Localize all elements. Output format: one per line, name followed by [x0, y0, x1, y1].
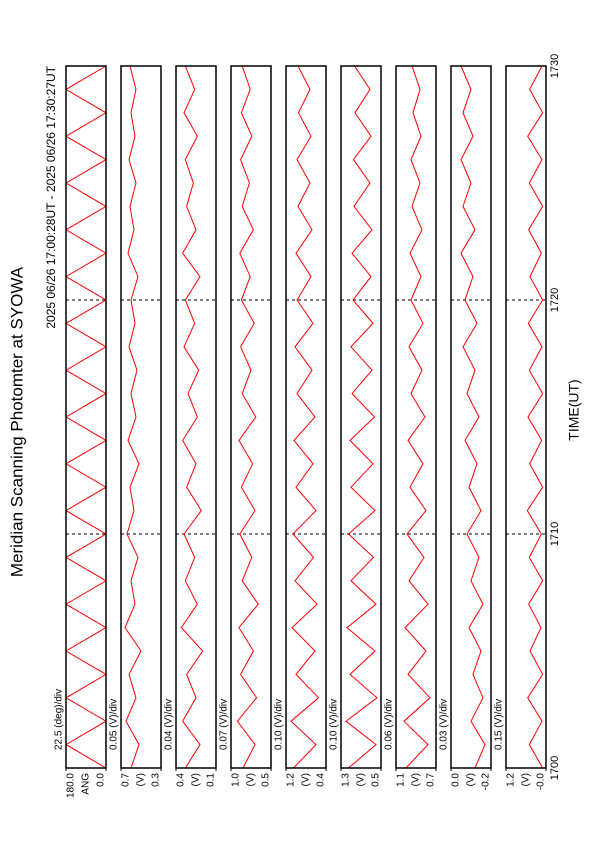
data-line — [526, 65, 544, 769]
scale-label: 22.5 (deg)/div — [54, 689, 65, 750]
scale-label: 0.07 (V)/div — [219, 699, 230, 750]
y-axis-label: (V) — [411, 773, 422, 786]
chart-title: Meridian Scanning Photomter at SYOWA — [7, 266, 26, 577]
data-line — [236, 65, 259, 769]
panel-frame — [505, 65, 547, 769]
panel-frame — [230, 65, 272, 769]
scale-label: 0.06 (V)/div — [384, 699, 395, 750]
data-line — [124, 65, 142, 769]
y-tick-label: 0.7 — [121, 773, 132, 787]
y-tick-label: 0.5 — [371, 773, 382, 787]
x-tick-label: 1720 — [549, 288, 561, 312]
data-line — [65, 65, 107, 769]
panel-frame — [395, 65, 437, 769]
y-tick-label: 0.0 — [96, 773, 107, 787]
y-tick-label: 0.5 — [261, 773, 272, 787]
y-tick-label: 1.1 — [396, 773, 407, 787]
y-tick-label: 0.4 — [316, 773, 327, 787]
panel-frame — [450, 65, 492, 769]
y-tick-label: 180.0 — [66, 773, 77, 798]
panel-frame — [120, 65, 162, 769]
scale-label: 0.15 (V)/div — [494, 699, 505, 750]
y-axis-label: (V) — [301, 773, 312, 786]
y-axis-label: (V) — [246, 773, 257, 786]
scale-label: 0.10 (V)/div — [329, 699, 340, 750]
y-axis-label: (V) — [521, 773, 532, 786]
y-axis-label: ANG — [81, 773, 92, 795]
y-tick-label: 0.1 — [206, 773, 217, 787]
scale-label: 0.05 (V)/div — [109, 699, 120, 750]
y-tick-label: 0.7 — [426, 773, 437, 787]
y-tick-label: -0.2 — [481, 773, 492, 791]
y-tick-label: 0.3 — [151, 773, 162, 787]
data-line — [460, 65, 486, 769]
y-axis-label: (V) — [191, 773, 202, 786]
y-tick-label: 1.0 — [231, 773, 242, 787]
x-axis-label: TIME(UT) — [566, 379, 582, 440]
x-tick-label: 1710 — [549, 522, 561, 546]
y-axis-label: (V) — [466, 773, 477, 786]
data-line — [403, 65, 431, 769]
x-tick-label: 1730 — [549, 54, 561, 78]
panel-frame — [175, 65, 217, 769]
y-tick-label: 0.0 — [451, 773, 462, 787]
chart-subtitle: 2025 06/26 17:00:28UT - 2025 06/26 17:30… — [44, 65, 58, 328]
y-tick-label: 1.2 — [286, 773, 297, 787]
y-tick-label: 0.4 — [176, 773, 187, 787]
data-line — [290, 65, 320, 769]
data-line — [180, 65, 204, 769]
scale-label: 0.04 (V)/div — [164, 699, 175, 750]
y-tick-label: -0.0 — [536, 773, 547, 791]
chart: Meridian Scanning Photomter at SYOWA 202… — [7, 54, 581, 798]
y-tick-label: 1.2 — [506, 773, 517, 787]
y-axis-label: (V) — [356, 773, 367, 786]
panel-frame — [340, 65, 382, 769]
data-line — [345, 65, 378, 769]
y-axis-label: (V) — [136, 773, 147, 786]
x-tick-label: 1700 — [549, 756, 561, 780]
panel-frame — [65, 65, 107, 769]
y-tick-label: 1.3 — [341, 773, 352, 787]
scale-label: 0.03 (V)/div — [439, 699, 450, 750]
panel-frame — [285, 65, 327, 769]
scale-label: 0.10 (V)/div — [274, 699, 285, 750]
